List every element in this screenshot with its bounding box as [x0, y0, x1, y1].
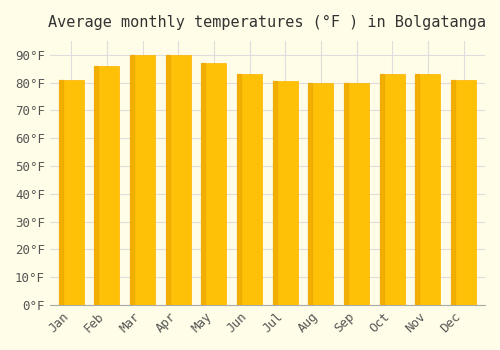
Bar — [130, 55, 155, 305]
Bar — [166, 55, 170, 305]
Bar — [273, 81, 297, 305]
Bar — [308, 83, 334, 305]
Bar — [130, 55, 134, 305]
Bar — [308, 83, 312, 305]
Bar — [451, 80, 455, 305]
Title: Average monthly temperatures (°F ) in Bolgatanga: Average monthly temperatures (°F ) in Bo… — [48, 15, 486, 30]
Bar — [59, 80, 62, 305]
Bar — [416, 74, 419, 305]
Bar — [59, 80, 84, 305]
Bar — [273, 81, 276, 305]
Bar — [237, 74, 262, 305]
Bar — [166, 55, 190, 305]
Bar — [94, 66, 120, 305]
Bar — [416, 74, 440, 305]
Bar — [237, 74, 241, 305]
Bar — [202, 63, 205, 305]
Bar — [451, 80, 476, 305]
Bar — [202, 63, 226, 305]
Bar — [344, 83, 369, 305]
Bar — [94, 66, 98, 305]
Bar — [380, 74, 404, 305]
Bar — [380, 74, 384, 305]
Bar — [344, 83, 348, 305]
